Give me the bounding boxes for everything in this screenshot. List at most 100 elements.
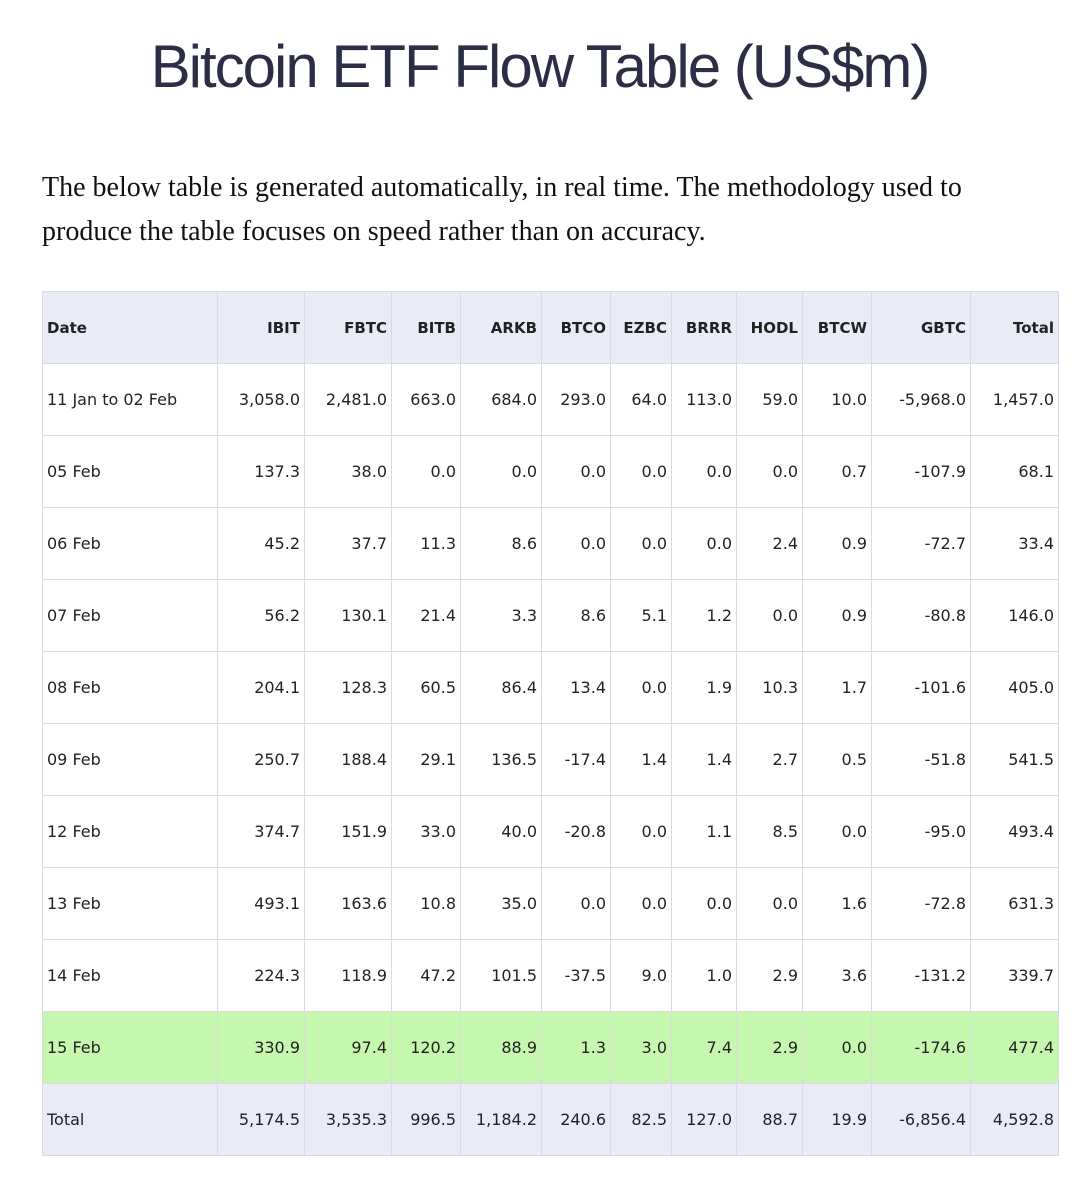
flow-cell: 0.0 bbox=[541, 435, 611, 508]
flow-cell: -51.8 bbox=[871, 723, 971, 796]
table-row: 11 Jan to 02 Feb 3,058.0 2,481.0 663.0 684.0… bbox=[42, 363, 1059, 436]
flow-cell: -80.8 bbox=[871, 579, 971, 652]
flow-cell: 0.9 bbox=[802, 579, 872, 652]
total-cell: 88.7 bbox=[736, 1083, 803, 1156]
flow-cell: 631.3 bbox=[970, 867, 1059, 940]
flow-cell: -72.7 bbox=[871, 507, 971, 580]
flow-table: Date IBIT FBTC BITB ARKB BTCO EZBC BRRR HODL BTCW… bbox=[42, 291, 1059, 1156]
flow-cell: 0.7 bbox=[802, 435, 872, 508]
table-row: 13 Feb 493.1 163.6 10.8 35.0 0.0 0.0 0.0 0.0 1.6-… bbox=[42, 867, 1059, 940]
column-header: ARKB bbox=[460, 291, 542, 364]
flow-cell: 11.3 bbox=[391, 507, 461, 580]
flow-cell: 10.3 bbox=[736, 651, 803, 724]
column-header: Date bbox=[42, 291, 218, 364]
flow-cell: 113.0 bbox=[671, 363, 737, 436]
column-header: BTCO bbox=[541, 291, 611, 364]
total-row: Total 5,174.5 3,535.3 996.5 1,184.2 240.6 82.5… bbox=[42, 1083, 1059, 1156]
flow-cell: 0.0 bbox=[671, 867, 737, 940]
flow-cell: -17.4 bbox=[541, 723, 611, 796]
flow-cell: 493.1 bbox=[217, 867, 305, 940]
flow-cell: 47.2 bbox=[391, 939, 461, 1012]
flow-cell: 60.5 bbox=[391, 651, 461, 724]
total-cell: -6,856.4 bbox=[871, 1083, 971, 1156]
flow-cell: 0.0 bbox=[610, 507, 672, 580]
flow-cell: 477.4 bbox=[970, 1011, 1059, 1084]
flow-cell: 59.0 bbox=[736, 363, 803, 436]
table-row: 12 Feb 374.7 151.9 33.0 40.0 -20.8 0.0 1.1 8.5 0.… bbox=[42, 795, 1059, 868]
flow-cell: 3.0 bbox=[610, 1011, 672, 1084]
flow-cell: 224.3 bbox=[217, 939, 305, 1012]
flow-cell: 374.7 bbox=[217, 795, 305, 868]
flow-cell: 0.0 bbox=[460, 435, 542, 508]
flow-cell: 330.9 bbox=[217, 1011, 305, 1084]
flow-cell: 21.4 bbox=[391, 579, 461, 652]
flow-cell: 0.0 bbox=[671, 507, 737, 580]
flow-cell: 1.3 bbox=[541, 1011, 611, 1084]
flow-cell: 8.5 bbox=[736, 795, 803, 868]
flow-cell: 2.7 bbox=[736, 723, 803, 796]
column-header: GBTC bbox=[871, 291, 971, 364]
column-header: BTCW bbox=[802, 291, 872, 364]
flow-cell: 136.5 bbox=[460, 723, 542, 796]
column-header: IBIT bbox=[217, 291, 305, 364]
date-cell: 15 Feb bbox=[42, 1011, 218, 1084]
flow-cell: 1.1 bbox=[671, 795, 737, 868]
total-cell: 82.5 bbox=[610, 1083, 672, 1156]
flow-cell: 0.0 bbox=[736, 867, 803, 940]
date-cell: 06 Feb bbox=[42, 507, 218, 580]
flow-cell: 5.1 bbox=[610, 579, 672, 652]
flow-cell: 339.7 bbox=[970, 939, 1059, 1012]
flow-cell: 0.9 bbox=[802, 507, 872, 580]
flow-cell: 37.7 bbox=[304, 507, 392, 580]
flow-cell: 1.4 bbox=[610, 723, 672, 796]
date-cell: 11 Jan to 02 Feb bbox=[42, 363, 218, 436]
flow-cell: 0.0 bbox=[610, 435, 672, 508]
flow-cell: 128.3 bbox=[304, 651, 392, 724]
date-cell: 13 Feb bbox=[42, 867, 218, 940]
column-header: BITB bbox=[391, 291, 461, 364]
flow-cell: 3,058.0 bbox=[217, 363, 305, 436]
total-label: Total bbox=[42, 1083, 218, 1156]
flow-cell: 88.9 bbox=[460, 1011, 542, 1084]
flow-cell: 33.4 bbox=[970, 507, 1059, 580]
column-header: HODL bbox=[736, 291, 803, 364]
flow-cell: 8.6 bbox=[541, 579, 611, 652]
flow-cell: 120.2 bbox=[391, 1011, 461, 1084]
flow-cell: 40.0 bbox=[460, 795, 542, 868]
flow-cell: 0.0 bbox=[610, 867, 672, 940]
intro-line: produce the table focuses on speed rathe… bbox=[42, 216, 706, 247]
flow-cell: 56.2 bbox=[217, 579, 305, 652]
flow-cell: 3.3 bbox=[460, 579, 542, 652]
date-cell: 05 Feb bbox=[42, 435, 218, 508]
total-cell: 5,174.5 bbox=[217, 1083, 305, 1156]
flow-cell: 405.0 bbox=[970, 651, 1059, 724]
flow-cell: 0.0 bbox=[541, 867, 611, 940]
flow-cell: 118.9 bbox=[304, 939, 392, 1012]
flow-cell: 146.0 bbox=[970, 579, 1059, 652]
flow-cell: 151.9 bbox=[304, 795, 392, 868]
flow-cell: 45.2 bbox=[217, 507, 305, 580]
flow-cell: 1.0 bbox=[671, 939, 737, 1012]
flow-cell: 7.4 bbox=[671, 1011, 737, 1084]
flow-cell: 204.1 bbox=[217, 651, 305, 724]
flow-cell: -95.0 bbox=[871, 795, 971, 868]
flow-cell: 0.5 bbox=[802, 723, 872, 796]
flow-cell: -174.6 bbox=[871, 1011, 971, 1084]
flow-cell: 101.5 bbox=[460, 939, 542, 1012]
flow-cell: 1.7 bbox=[802, 651, 872, 724]
table-row: 15 Feb 330.9 97.4 120.2 88.9 1.3 3.0 7.4 2.9 0.0-… bbox=[42, 1011, 1059, 1084]
flow-cell: 33.0 bbox=[391, 795, 461, 868]
flow-cell: 0.0 bbox=[610, 795, 672, 868]
flow-cell: 188.4 bbox=[304, 723, 392, 796]
flow-cell: 0.0 bbox=[610, 651, 672, 724]
total-cell: 19.9 bbox=[802, 1083, 872, 1156]
flow-cell: 541.5 bbox=[970, 723, 1059, 796]
flow-cell: -37.5 bbox=[541, 939, 611, 1012]
intro-line: The below table is generated automatical… bbox=[42, 172, 962, 203]
header-row: Date IBIT FBTC BITB ARKB BTCO EZBC BRRR HODL BTCW… bbox=[42, 291, 1059, 364]
flow-cell: 13.4 bbox=[541, 651, 611, 724]
flow-cell: 97.4 bbox=[304, 1011, 392, 1084]
table-body: 11 Jan to 02 Feb 3,058.0 2,481.0 663.0 684.0… bbox=[42, 363, 1059, 1156]
flow-cell: -107.9 bbox=[871, 435, 971, 508]
